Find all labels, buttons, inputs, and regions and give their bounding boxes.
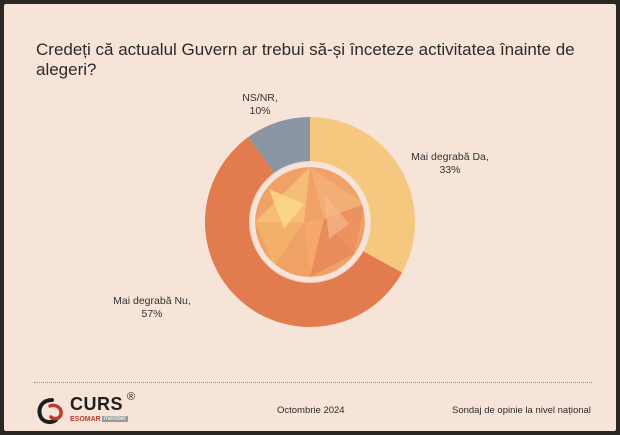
- logo-text: CURS: [70, 394, 124, 414]
- slice-label: Mai degrabă Nu,: [113, 295, 191, 307]
- logo-registered-mark: ®: [127, 391, 136, 403]
- slice-ns-nr: [248, 117, 310, 174]
- slice-value-label: 57%: [141, 308, 162, 320]
- footer-date: Octombrie 2024: [277, 405, 345, 416]
- slice-value-label: 10%: [249, 105, 270, 117]
- inner-ring: [249, 161, 371, 283]
- chart-title: Credeți că actualul Guvern ar trebui să-…: [36, 40, 575, 79]
- inner-decoration: [255, 167, 365, 277]
- slide: Credeți că actualul Guvern ar trebui să-…: [4, 4, 616, 431]
- esomar-label: ESOMAR: [70, 416, 101, 423]
- footer-divider: [34, 382, 592, 383]
- slice-mai-degrab-nu: [205, 137, 403, 328]
- labels-layer: Mai degrabă Da,33% Mai degrabă Nu,57% NS/N…: [113, 92, 489, 320]
- footer-note: Sondaj de opinie la nivel național: [452, 405, 591, 416]
- esomar-member-badge: member: [102, 416, 129, 422]
- slice-value-label: 33%: [439, 164, 460, 176]
- slice-label: Mai degrabă Da,: [411, 151, 489, 163]
- donut-chart: Mai degrabă Da,33% Mai degrabă Nu,57% NS/N…: [113, 92, 489, 328]
- slice-label: NS/NR,: [242, 92, 278, 104]
- curs-swirl-icon: [37, 398, 63, 425]
- slices-layer: [205, 117, 415, 328]
- slice-mai-degrab-da: [310, 117, 415, 273]
- curs-logo: CURS ® ESOMAR member: [36, 391, 146, 430]
